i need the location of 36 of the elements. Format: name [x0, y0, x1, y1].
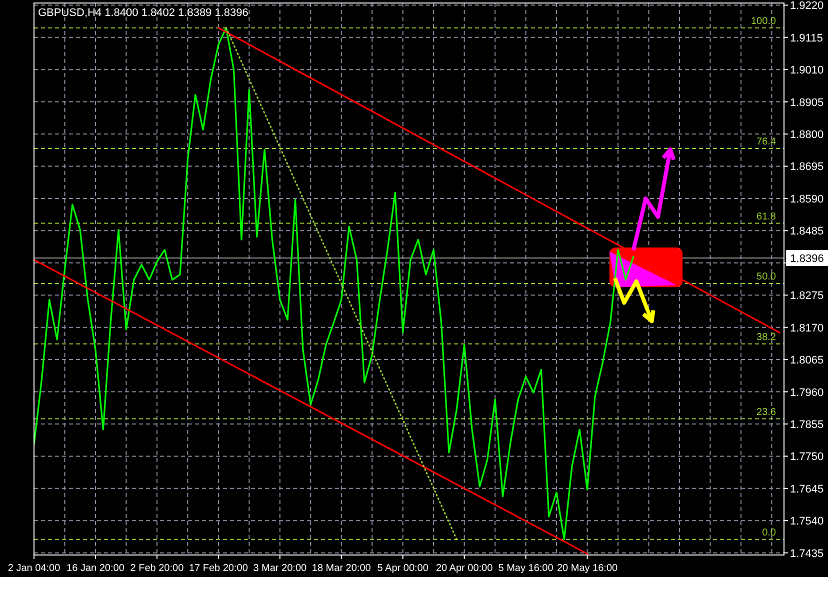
x-tick-label: 5 May 16:00: [498, 563, 554, 574]
x-tick-label: 2 Feb 20:00: [130, 563, 184, 574]
y-tick-label: 1.7540: [790, 516, 824, 528]
annotation: 76.4: [756, 136, 776, 148]
annotation: 100.0: [750, 16, 776, 27]
annotation: 23.6: [756, 406, 776, 418]
x-tick-label: 20 Apr 00:00: [436, 563, 494, 574]
x-tick-label: 20 May 16:00: [556, 563, 618, 574]
y-tick-label: 1.9220: [790, 0, 824, 12]
y-tick-label: 1.8065: [790, 354, 824, 367]
y-tick-label: 1.8905: [790, 96, 824, 109]
x-tick-label: 2 Jan 04:00: [8, 563, 61, 574]
y-tick-label: 1.8590: [790, 193, 824, 206]
x-tick-label: 5 Apr 00:00: [377, 563, 429, 574]
x-tick-label: 18 Mar 20:00: [312, 563, 372, 574]
y-tick-label: 1.7645: [790, 483, 824, 496]
y-tick-label: 1.7855: [790, 418, 824, 431]
chart-title: GBPUSD,H4 1.8400 1.8402 1.8389 1.8396: [38, 7, 248, 19]
x-tick-label: 16 Jan 20:00: [66, 563, 125, 574]
y-tick-label: 1.8275: [790, 290, 824, 302]
x-tick-label: 17 Feb 20:00: [188, 563, 248, 574]
annotation: 61.8: [756, 211, 776, 222]
y-tick-label: 1.7960: [790, 386, 824, 399]
annotation: 50.0: [756, 271, 776, 282]
y-tick-label: 1.8485: [790, 226, 824, 238]
ref-line-label: 1.8396: [790, 252, 824, 265]
x-tick-label: 3 Mar 20:00: [253, 563, 308, 574]
y-tick-label: 1.8800: [790, 129, 824, 142]
annotation: 0.0: [762, 527, 776, 538]
y-tick-label: 1.8170: [790, 322, 824, 334]
y-tick-label: 1.7750: [790, 451, 824, 464]
y-tick-label: 1.8695: [790, 161, 824, 174]
annotation: 38.2: [756, 332, 776, 343]
y-tick-label: 1.7435: [790, 548, 824, 560]
y-tick-label: 1.9115: [790, 32, 823, 44]
y-tick-label: 1.9010: [790, 64, 824, 77]
